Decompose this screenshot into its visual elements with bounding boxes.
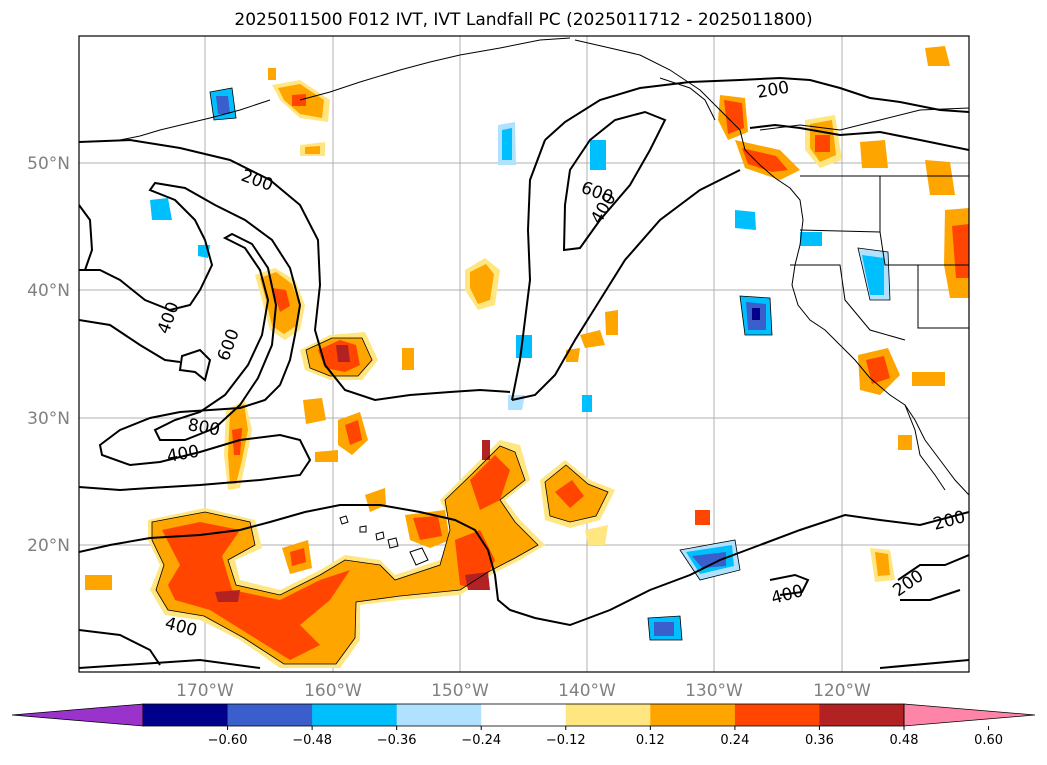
lat-label-40n: 40°N [27,281,70,301]
lat-label-50n: 50°N [27,154,70,174]
lon-label-160w: 160°W [304,681,362,701]
colorbar-segment [819,704,905,726]
ivt-contours [79,76,969,669]
colorbar-tick-label: 0.36 [805,733,834,748]
colorbar-segment [650,704,736,726]
colorbar-segment [312,704,398,726]
lat-label-20n: 20°N [27,536,70,556]
plot-title: 2025011500 F012 IVT, IVT Landfall PC (20… [234,10,813,30]
lat-label-30n: 30°N [27,409,70,429]
longitude-labels: 170°W 160°W 150°W 140°W 130°W 120°W [176,681,871,701]
coastlines [119,37,969,566]
colorbar-tick-label: −0.48 [292,733,332,748]
pc-contour-lines [151,87,891,665]
lon-label-140w: 140°W [558,681,616,701]
negative-pc-shading [150,88,890,640]
map-frame [78,35,970,673]
colorbar-segment [227,704,313,726]
colorbar-tick-label: −0.60 [208,733,248,748]
colorbar: −0.60 −0.48 −0.36 −0.24 −0.12 0.12 0.24 0.36 0.4… [11,703,1036,748]
colorbar-tick-label: 0.60 [974,733,1003,748]
colorbar-tick-label: 0.24 [720,733,749,748]
colorbar-extend-high [903,703,1036,727]
colorbar-tick-label: −0.12 [546,733,586,748]
colorbar-segment [396,704,482,726]
colorbar-tick-label: 0.12 [636,733,665,748]
lon-label-120w: 120°W [813,681,871,701]
colorbar-segment [565,704,651,726]
colorbar-extend-low [11,703,144,727]
colorbar-segment [143,704,229,726]
lon-label-130w: 130°W [685,681,743,701]
colorbar-tick-label: 0.48 [890,733,919,748]
colorbar-tick-label: −0.24 [461,733,501,748]
latitude-labels: 50°N 40°N 30°N 20°N [27,154,70,556]
lon-label-150w: 150°W [431,681,489,701]
colorbar-tick-label: −0.36 [377,733,417,748]
colorbar-segment [734,704,820,726]
colorbar-segment [481,704,567,726]
lon-label-170w: 170°W [176,681,234,701]
